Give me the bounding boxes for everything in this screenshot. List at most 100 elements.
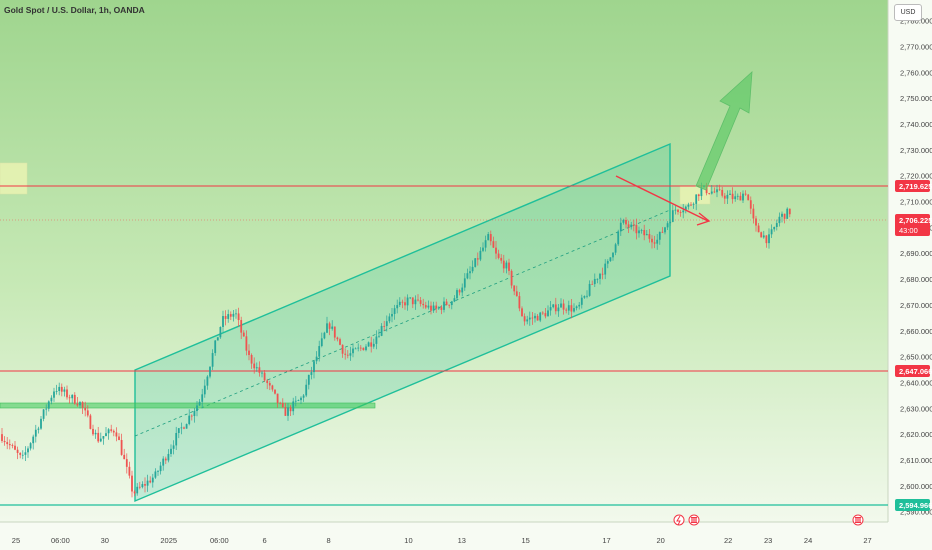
candle [73,392,76,405]
candle [744,190,747,196]
candle [414,295,417,310]
candle [11,443,14,449]
candle [474,257,477,268]
candle [469,266,471,280]
candle [89,413,92,430]
candle [643,224,646,241]
candle [456,288,458,301]
candle [193,407,196,423]
current-price-label: 2,706.225 43:00 [895,214,932,236]
time-tick-label: 17 [602,536,610,545]
candle [729,190,731,195]
candle [315,351,318,365]
candle [198,398,201,406]
candle [432,301,435,313]
candle [609,257,612,262]
candle [297,399,300,402]
price-tick-label: 2,640.000 [900,378,932,387]
us-flag-event-icon-2[interactable] [852,514,864,526]
candle [505,260,508,274]
candle [240,316,243,340]
candle [679,210,682,217]
candle [107,428,110,440]
candle [105,427,107,437]
left-zone-box[interactable] [0,162,28,195]
candle [653,235,656,249]
candle [508,258,510,276]
candle [614,242,617,256]
candle [45,404,48,416]
candle [466,268,469,280]
time-tick-label: 13 [458,536,466,545]
candle [734,190,737,202]
candle [484,235,487,252]
candle [206,375,209,390]
candle [79,401,81,409]
price-tick-label: 2,630.000 [900,404,932,413]
regression-channel[interactable] [134,142,671,503]
us-flag-event-icon[interactable] [688,514,700,526]
candle [367,341,370,347]
candle [250,353,253,369]
candle [482,242,484,253]
candle [674,205,677,215]
candle [261,370,263,378]
candle [570,298,573,319]
up-arrow[interactable] [695,71,753,191]
dividend-event-icon[interactable] [673,514,685,526]
candle [515,285,518,297]
candle [359,345,362,352]
price-tick-label: 2,770.000 [900,43,932,52]
candle [287,403,289,421]
candle [302,393,305,402]
price-tick-label: 2,750.000 [900,94,932,103]
candle [196,400,198,417]
candle [6,437,9,450]
support-zone[interactable] [0,402,376,409]
candle [544,308,547,319]
price-tick-label: 2,600.000 [900,482,932,491]
candle [328,321,331,336]
candle [29,442,32,451]
candle [170,444,172,457]
candle [47,400,50,412]
candle [60,383,63,397]
candle [656,233,659,250]
candle [565,307,568,314]
candle [762,230,765,239]
candle [630,221,633,230]
candle [203,379,206,398]
candle [211,349,214,370]
candle [619,217,622,236]
candle [326,316,328,334]
candle [502,254,505,273]
time-tick-label: 23 [764,536,772,545]
candle [586,290,588,299]
candle [404,296,406,310]
candle [336,336,339,342]
currency-button[interactable]: USD [894,4,922,21]
candle [24,446,27,461]
candle [599,272,601,285]
candle [411,297,414,309]
candle [526,315,529,325]
candle [378,329,380,338]
candle [40,415,42,430]
candle [523,313,526,326]
candle [617,229,620,246]
candle [190,414,193,421]
down-arrow[interactable] [615,175,711,226]
candle [185,423,188,429]
time-tick-label: 2025 [160,536,177,545]
candle [21,450,24,460]
candle [245,330,248,356]
candle [398,297,401,307]
candle [97,426,100,443]
chart-title: Gold Spot / U.S. Dollar, 1h, OANDA [4,5,145,15]
candle [58,382,61,396]
candle [271,384,274,392]
candle [554,297,557,315]
candle [151,473,154,488]
candle [94,429,97,439]
